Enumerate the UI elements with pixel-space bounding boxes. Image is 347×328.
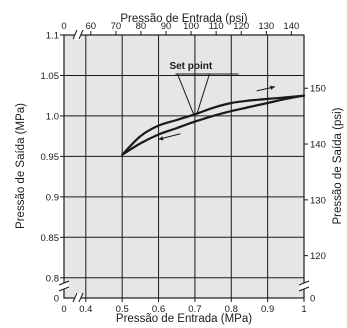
break-left-slash-a <box>58 280 70 286</box>
break-left-gap <box>59 283 69 289</box>
break-right-slash-a <box>298 280 310 286</box>
curve-decreasing <box>121 94 306 156</box>
origin-label-bottom: 0 <box>61 304 66 315</box>
bottom-axis-title: Pressão de Entrada (MPa) <box>116 313 252 325</box>
right-axis-title: Pressão de Saída (psi) <box>332 107 344 224</box>
origin-label-top: 0 <box>61 21 66 32</box>
tick-label-right: 150 <box>310 84 326 95</box>
tick-label-bottom: 0.8 <box>225 304 238 315</box>
tick-label-top: 60 <box>86 21 97 32</box>
axis-breaks <box>58 29 310 303</box>
tick-label-right: 120 <box>310 251 326 262</box>
break-bottom-slash-a <box>72 292 78 303</box>
plot-frame <box>63 34 305 299</box>
break-left-slash-b <box>58 286 70 292</box>
origin-label-left: 0 <box>54 294 59 305</box>
break-top-slash-b <box>78 29 84 40</box>
set-point-leader-a <box>176 73 195 116</box>
top-axis-title: Pressão de Entrada (psi) <box>120 13 247 25</box>
tick-label-bottom: 0.6 <box>152 304 165 315</box>
tick-label-top: 110 <box>209 21 224 32</box>
tick-label-bottom: 0.5 <box>116 304 129 315</box>
tick-label-top: 140 <box>283 21 299 32</box>
break-bottom-gap <box>75 293 81 303</box>
tick-label-bottom: 1 <box>301 304 306 315</box>
tick-label-top: 80 <box>136 21 147 32</box>
set-point-annotation: Set point <box>169 61 239 116</box>
tick-label-right: 140 <box>310 140 326 151</box>
origin-label-right: 0 <box>310 294 315 305</box>
break-right-gap <box>299 283 309 289</box>
tick-label-bottom: 0.4 <box>79 304 92 315</box>
tick-label-left: 1.05 <box>41 71 60 82</box>
left-axis-title: Pressão de Saída (MPa) <box>15 103 27 229</box>
tick-label-left: 0.8 <box>46 273 59 284</box>
tick-label-bottom: 0.7 <box>188 304 201 315</box>
tick-label-top: 70 <box>111 21 122 32</box>
tick-label-left: 0.9 <box>46 192 59 203</box>
set-point-leader-b <box>196 73 210 115</box>
tick-labels: 0.4 0.5 0.6 0.7 0.8 0.9 1 60 70 80 90 100 110 120 130 1… <box>41 21 326 315</box>
plot-background <box>64 35 304 298</box>
break-right-slash-b <box>298 286 310 292</box>
grid <box>64 35 304 298</box>
tick-label-left: 0.85 <box>41 233 60 244</box>
tick-label-right: 130 <box>310 195 326 206</box>
break-top-slash-a <box>72 29 78 40</box>
arrow-increasing-head <box>270 85 275 90</box>
tick-label-bottom: 0.9 <box>261 304 274 315</box>
curves <box>121 85 306 156</box>
break-bottom-slash-b <box>78 292 84 303</box>
tick-label-left: 1.1 <box>46 31 59 42</box>
curve-increasing <box>121 94 306 156</box>
set-point-label: Set point <box>169 61 212 72</box>
break-top-gap <box>75 30 81 40</box>
tick-label-top: 130 <box>258 21 274 32</box>
tick-label-left: 0.95 <box>41 152 60 163</box>
tick-label-left: 1.0 <box>46 111 59 122</box>
tick-label-top: 100 <box>183 21 199 32</box>
tick-label-top: 120 <box>233 21 249 32</box>
arrow-decreasing-head <box>158 136 164 141</box>
tick-label-top: 90 <box>161 21 172 32</box>
